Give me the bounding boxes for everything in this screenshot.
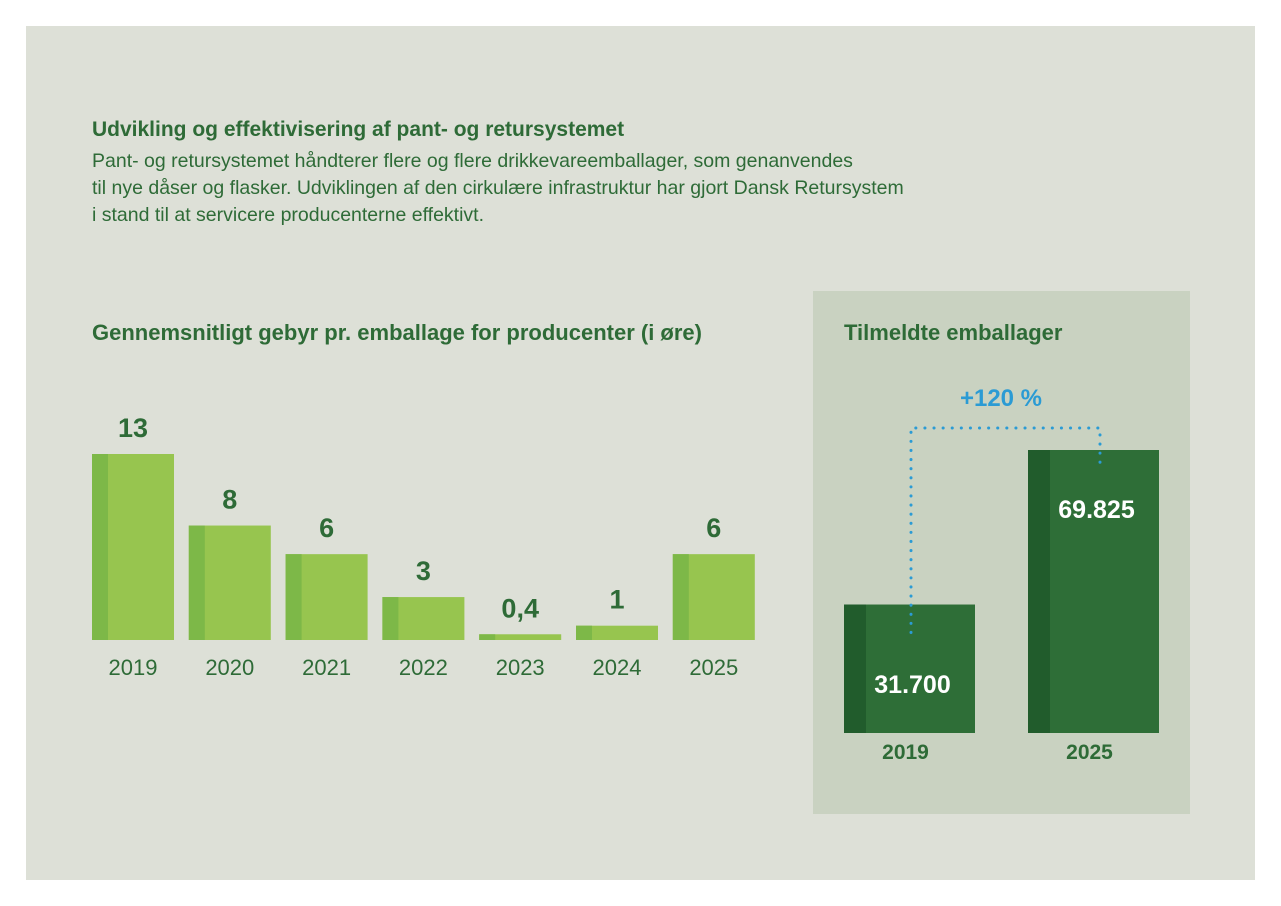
intro-line: i stand til at servicere producenterne e… — [92, 204, 485, 226]
fee-value-label: 6 — [706, 513, 721, 543]
registered-chart-title: Tilmeldte emballager — [844, 320, 1063, 345]
fee-bar-2024 — [576, 625, 658, 640]
fee-bar-edge — [188, 525, 205, 640]
fee-year-label: 2025 — [689, 655, 738, 680]
fee-bar-chart: 13 2019 8 2020 6 2021 3 2022 0,4 2023 1 2024 6 2025 — [92, 413, 755, 680]
page-title: Udvikling og effektivisering af pant- og… — [92, 118, 625, 141]
intro-line: til nye dåser og flasker. Udviklingen af… — [92, 177, 904, 199]
fee-bar-edge — [672, 554, 689, 640]
fee-bar-edge — [576, 625, 592, 640]
fee-year-label: 2023 — [496, 655, 545, 680]
registered-value-label: 31.700 — [874, 671, 950, 699]
growth-annotation: +120 % — [960, 385, 1042, 412]
registered-bar-edge — [844, 604, 866, 733]
registered-year-label: 2025 — [1066, 741, 1113, 764]
fee-bar-edge — [92, 454, 108, 640]
fee-bar-edge — [479, 634, 496, 640]
fee-bar-edge — [382, 597, 399, 640]
registered-value-label: 69.825 — [1058, 496, 1135, 524]
fee-value-label: 3 — [416, 556, 431, 586]
registered-year-label: 2019 — [882, 741, 929, 764]
fee-chart-title: Gennemsnitligt gebyr pr. emballage for p… — [92, 320, 702, 345]
fee-value-label: 13 — [118, 413, 148, 443]
fee-value-label: 0,4 — [501, 593, 539, 623]
fee-bar-edge — [285, 554, 302, 640]
intro-line: Pant- og retursystemet håndterer flere o… — [92, 150, 853, 172]
fee-year-label: 2019 — [109, 655, 158, 680]
fee-value-label: 6 — [319, 513, 334, 543]
fee-year-label: 2021 — [302, 655, 351, 680]
fee-value-label: 8 — [222, 485, 237, 515]
fee-bar-2023 — [479, 634, 562, 640]
registered-bar-edge — [1028, 450, 1050, 733]
intro-text: Pant- og retursystemet håndterer flere o… — [92, 148, 1052, 229]
fee-year-label: 2020 — [205, 655, 254, 680]
fee-year-label: 2024 — [593, 655, 642, 680]
fee-year-label: 2022 — [399, 655, 448, 680]
growth-connector-line — [909, 426, 1102, 635]
fee-value-label: 1 — [609, 585, 624, 615]
